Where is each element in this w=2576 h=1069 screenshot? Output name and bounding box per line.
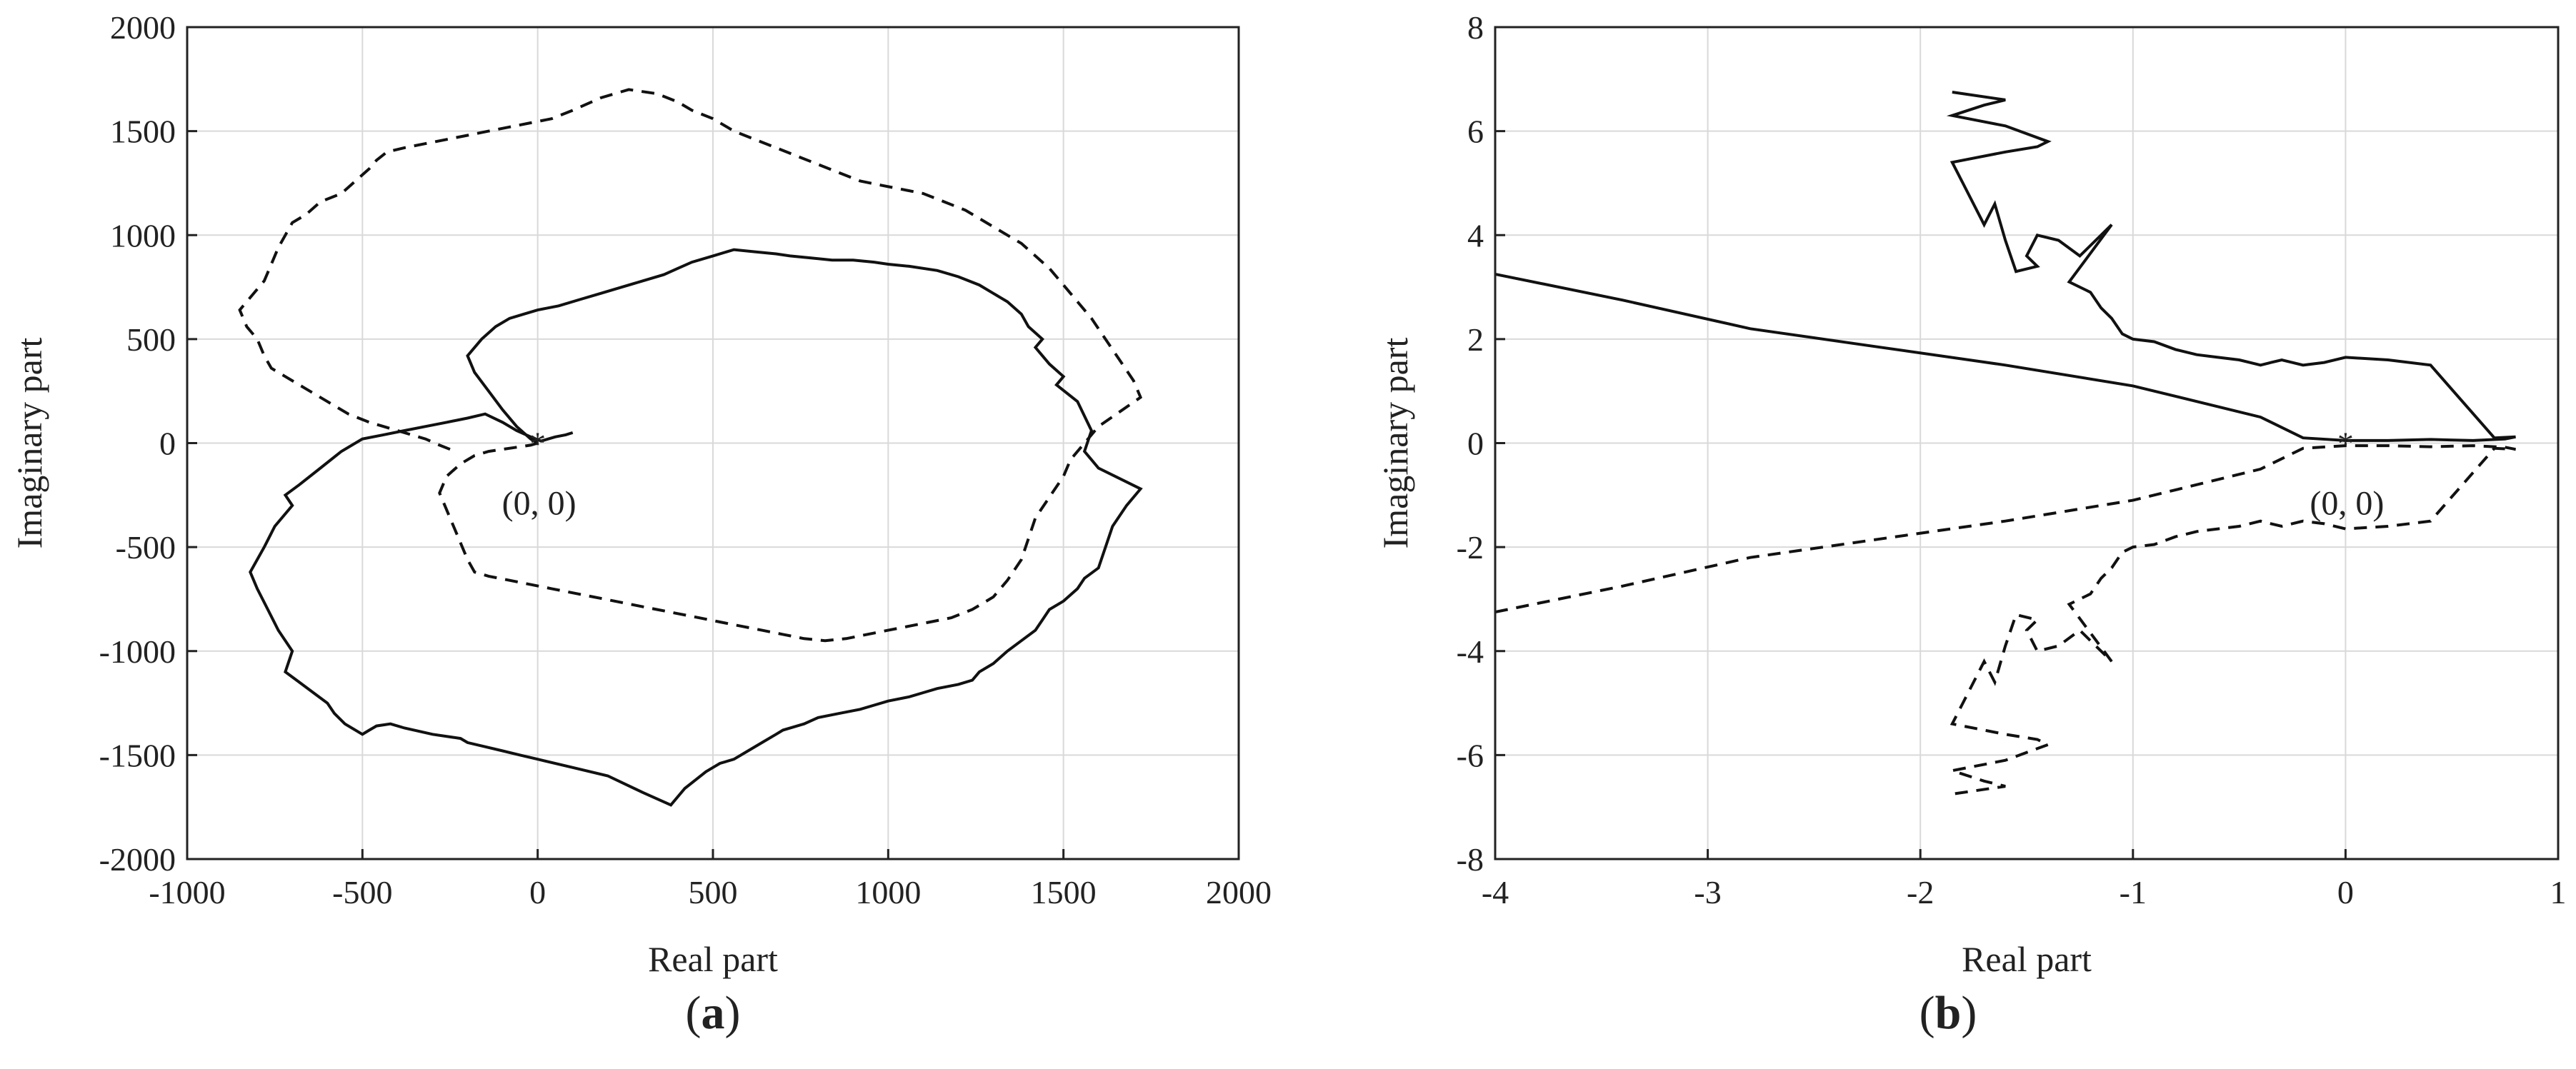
x-tick-label: -3 [1694,874,1721,910]
series-dashed-line [1494,444,2516,796]
y-tick-label: 1000 [110,217,176,254]
y-tick-label: -4 [1457,633,1484,670]
origin-marker: * [529,426,546,462]
y-tick-label: 2000 [110,9,176,46]
origin-annotation: (0, 0) [502,485,576,523]
series-solid-line [249,248,1143,807]
panel-label: (b) [1919,987,1977,1039]
y-tick-label: 500 [126,321,176,358]
x-axis-label: Real part [1962,939,2092,979]
series-dashed-line [238,88,1143,643]
y-tick-label: 8 [1467,9,1484,46]
x-tick-label: 500 [689,874,738,910]
x-axis-label: Real part [648,939,778,979]
y-tick-label: 2 [1467,321,1484,358]
y-tick-label: 0 [159,426,176,462]
y-tick-label: -1000 [99,633,176,670]
y-tick-label: 1500 [110,114,176,150]
y-tick-label: -1500 [99,737,176,773]
origin-marker: * [2337,426,2354,462]
y-axis-label: Imaginary part [9,338,49,549]
x-tick-label: -2 [1907,874,1934,910]
y-tick-label: -2000 [99,841,176,878]
x-tick-label: -500 [332,874,392,910]
x-tick-label: 2000 [1206,874,1272,910]
x-tick-label: 1500 [1031,874,1097,910]
y-tick-label: -6 [1457,737,1484,773]
x-tick-label: 0 [529,874,546,910]
panel-a: -1000 -500 0 500 1000 1500 2000 -2000 -1500 -1000… [9,9,1272,1039]
y-tick-label: 4 [1467,217,1484,254]
x-tick-label: 1000 [855,874,921,910]
y-tick-label: -8 [1457,841,1484,878]
x-tick-label: -4 [1482,874,1509,910]
origin-annotation: (0, 0) [2310,485,2384,523]
x-tick-label: -1 [2120,874,2147,910]
y-tick-label: 0 [1467,426,1484,462]
x-tick-label: -1000 [149,874,225,910]
panel-b: -4 -3 -2 -1 0 1 -8 -6 -4 -2 0 2 4 6 8 Real part Imaginar… [1375,9,2567,1039]
grid [1494,26,2559,860]
y-tick-label: -2 [1457,529,1484,566]
y-tick-label: 6 [1467,114,1484,150]
series-solid-line [1494,91,2516,442]
x-tick-label: 1 [2550,874,2567,910]
panel-label: (a) [686,987,741,1039]
y-axis-label: Imaginary part [1375,338,1415,549]
y-tick-label: -500 [116,529,176,566]
grid [186,26,1239,860]
x-tick-label: 0 [2337,874,2354,910]
